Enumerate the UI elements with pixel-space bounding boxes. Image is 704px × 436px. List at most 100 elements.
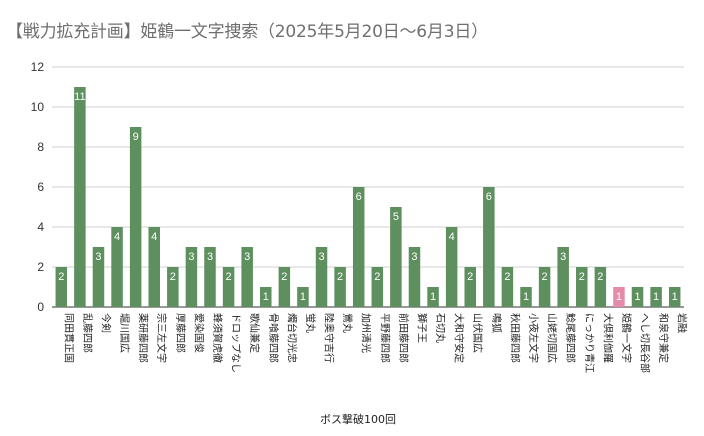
x-tick-label: 姫鶴一文字 xyxy=(620,313,633,363)
bar xyxy=(74,87,86,307)
bar xyxy=(204,247,216,307)
x-tick-label: 加州清光 xyxy=(360,313,373,353)
x-tick-label: 和泉守兼定 xyxy=(657,313,670,363)
data-label: 1 xyxy=(653,291,659,303)
bar xyxy=(185,247,198,307)
x-tick-label: 愛染国俊 xyxy=(192,313,205,353)
y-tick-label: 0 xyxy=(37,300,44,314)
data-label: 1 xyxy=(523,291,529,303)
x-tick-label: 同田貫正国 xyxy=(62,313,74,363)
data-label: 2 xyxy=(374,271,380,283)
x-tick-label: ドロップなし xyxy=(230,313,242,373)
bar xyxy=(483,187,495,307)
bar xyxy=(260,287,272,307)
data-label: 2 xyxy=(170,271,176,283)
bar xyxy=(520,287,532,307)
x-tick-label: 蜂須賀虎徹 xyxy=(211,313,224,363)
x-tick-label: 大倶利伽羅 xyxy=(601,313,614,363)
x-tick-label: 厚藤四郎 xyxy=(174,313,187,353)
bar xyxy=(297,287,309,307)
data-label: 3 xyxy=(411,251,417,263)
x-tick-label: 山伏国広 xyxy=(471,313,484,353)
x-tick-label: 山姥切国広 xyxy=(546,313,559,363)
x-tick-label: 大和守安定 xyxy=(453,313,466,363)
bar xyxy=(352,187,365,307)
x-tick-label: 岩融 xyxy=(676,313,689,333)
x-tick-label: 石切丸 xyxy=(434,313,447,343)
data-label: 3 xyxy=(318,251,324,263)
x-tick-label: にっかり青江 xyxy=(583,313,596,373)
y-tick-label: 8 xyxy=(37,140,44,154)
bar xyxy=(501,267,514,307)
x-tick-label: 薬研藤四郎 xyxy=(137,313,150,363)
data-label: 2 xyxy=(58,271,64,283)
y-tick-label: 10 xyxy=(31,100,45,114)
x-tick-label: 宗三左文字 xyxy=(155,313,168,363)
data-label: 2 xyxy=(579,271,585,283)
bar xyxy=(390,207,402,307)
data-label: 3 xyxy=(244,251,250,263)
bar xyxy=(222,267,235,307)
bar xyxy=(631,287,644,307)
bar xyxy=(334,267,346,307)
data-label: 2 xyxy=(504,271,510,283)
y-tick-label: 12 xyxy=(31,60,45,74)
data-label: 3 xyxy=(207,251,213,263)
x-tick-label: 秋田藤四郎 xyxy=(508,313,521,363)
data-label: 5 xyxy=(393,211,399,223)
bar xyxy=(538,267,551,307)
data-label: 4 xyxy=(151,231,157,243)
data-label: 1 xyxy=(300,291,306,303)
x-tick-label: 鳴狐 xyxy=(490,313,503,333)
bar xyxy=(408,247,421,307)
bar xyxy=(148,227,160,307)
bar xyxy=(55,267,68,307)
y-tick-label: 2 xyxy=(37,260,44,274)
x-tick-label: 燭台切光忠 xyxy=(285,313,298,363)
data-label: 6 xyxy=(486,191,492,203)
data-label: 3 xyxy=(560,251,566,263)
data-label: 9 xyxy=(133,131,139,143)
bar xyxy=(167,267,179,307)
data-label: 1 xyxy=(672,291,678,303)
data-label: 11 xyxy=(74,91,85,103)
x-tick-label: 歌仙兼定 xyxy=(248,313,261,353)
data-label: 2 xyxy=(226,271,232,283)
bar xyxy=(464,267,476,307)
x-tick-label: 鯰尾藤四郎 xyxy=(564,313,577,363)
bar xyxy=(315,247,328,307)
data-label: 1 xyxy=(263,291,269,303)
bar xyxy=(650,287,662,307)
x-tick-label: 今剣 xyxy=(99,313,112,333)
data-label: 4 xyxy=(449,231,455,243)
x-axis-title: ボス撃破100回 xyxy=(320,412,396,426)
x-tick-label: 平野藤四郎 xyxy=(378,313,391,363)
y-tick-label: 4 xyxy=(37,220,44,234)
bar xyxy=(92,247,105,307)
x-tick-label: 蛍丸 xyxy=(304,313,317,333)
bar xyxy=(241,247,253,307)
x-tick-label: 獅子王 xyxy=(415,313,428,343)
x-tick-label: 小夜左文字 xyxy=(527,313,540,363)
x-tick-label: 鶯丸 xyxy=(341,313,354,333)
bar xyxy=(557,247,569,307)
data-label: 1 xyxy=(634,291,640,303)
x-tick-label: 陸奥守吉行 xyxy=(323,313,336,363)
data-label: 2 xyxy=(542,271,548,283)
bar xyxy=(576,267,588,307)
chart-title: 【戦力拡充計画】姫鶴一文字捜索（2025年5月20日～6月3日） xyxy=(6,22,488,42)
data-label: 1 xyxy=(430,291,436,303)
data-label: 2 xyxy=(597,271,603,283)
data-label: 6 xyxy=(356,191,362,203)
bar xyxy=(111,227,123,307)
data-label: 1 xyxy=(616,291,622,303)
bar xyxy=(129,127,142,307)
x-tick-label: 乱藤四郎 xyxy=(81,313,94,353)
data-label: 2 xyxy=(337,271,343,283)
bar xyxy=(613,287,625,307)
data-label: 3 xyxy=(95,251,101,263)
data-label: 4 xyxy=(114,231,120,243)
bar xyxy=(594,267,607,307)
bar xyxy=(278,267,291,307)
